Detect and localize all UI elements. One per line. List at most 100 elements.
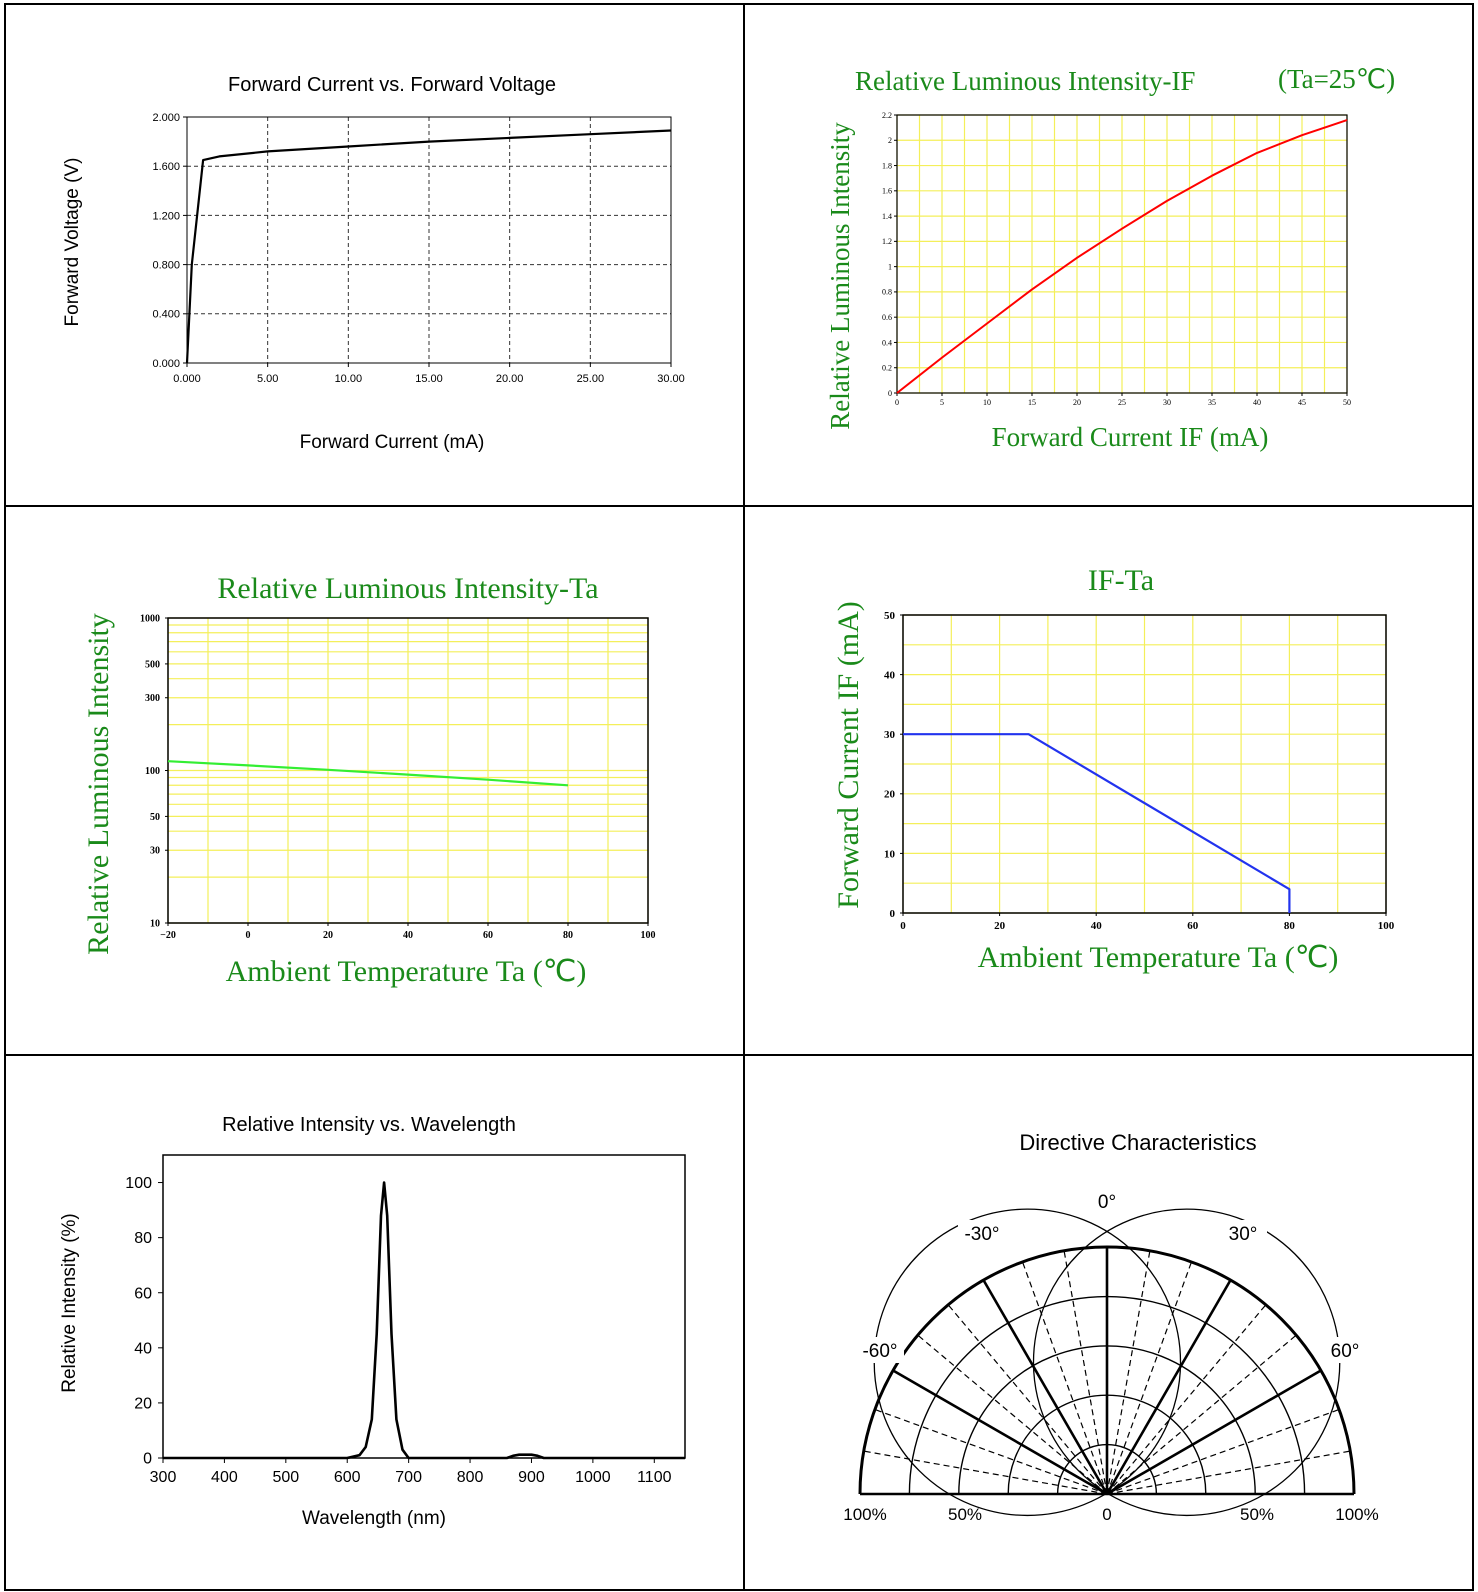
- chart-6-title: Directive Characteristics: [1019, 1130, 1256, 1155]
- chart-5-plot: 300 400 500 600 700 800 900 1000 1100 0 20 40 60 80 10…: [125, 1154, 686, 1486]
- chart-4-plot: 0 20 40 60 80 100 0 10 20 30 40 50: [884, 610, 1395, 932]
- polar-angle-label: -30°: [964, 1224, 999, 1245]
- polar-spoke: [1106, 1250, 1151, 1495]
- chart-1-xtick-label: 15.00: [415, 373, 443, 385]
- polar-radial-label: 0: [1102, 1505, 1111, 1524]
- chart-2-ytick-label: 2: [888, 136, 892, 145]
- chart-4-ytick-label: 10: [884, 848, 896, 860]
- chart-1-ylabel: Forward Voltage (V): [62, 158, 83, 327]
- chart-3-xtick-label: 80: [563, 930, 573, 941]
- chart-5-ytick-label: 100: [125, 1175, 152, 1192]
- chart-2-ytick-label: 0.2: [882, 364, 892, 373]
- chart-5-xlabel: Wavelength (nm): [302, 1508, 446, 1529]
- polar-radial-label: 50%: [948, 1505, 982, 1524]
- chart-1-ytick-label: 1.600: [152, 161, 180, 173]
- chart-5-ytick-label: 40: [134, 1340, 152, 1357]
- chart-3-xtick-label: 0: [246, 930, 251, 941]
- chart-5-xtick-label: 600: [334, 1469, 361, 1486]
- chart-if-ta: IF-Ta Forward Current IF (mA) Ambient Te…: [832, 564, 1395, 974]
- chart-2-ytick-label: 2.2: [882, 111, 892, 120]
- chart-2-xtick-label: 35: [1208, 398, 1216, 407]
- polar-spoke: [1106, 1261, 1193, 1495]
- chart-directive: Directive Characteristics -60° -30° 0° 30° 6…: [843, 1130, 1378, 1524]
- chart-luminous-intensity-ta: Relative Luminous Intensity-Ta Relative …: [82, 572, 656, 988]
- polar-spoke: [1105, 1279, 1232, 1495]
- chart-1-ytick-label: 0.000: [152, 358, 180, 370]
- polar-lobe-right: [1032, 1208, 1341, 1517]
- polar-spoke: [947, 1304, 1108, 1495]
- chart-4-ylabel: Forward Current IF (mA): [832, 601, 865, 908]
- chart-2-xtick-label: 0: [895, 398, 899, 407]
- chart-3-title: Relative Luminous Intensity-Ta: [217, 572, 598, 605]
- chart-2-plot: 0 5 10 15 20 25 30 35 40 45 50 0 0.2 0.4 0.6 0.8 1 1.2 1.4…: [882, 111, 1351, 407]
- polar-angle-label: 0°: [1098, 1192, 1116, 1213]
- chart-2-ytick-label: 0.8: [882, 288, 892, 297]
- chart-3-xtick-label: 40: [403, 930, 413, 941]
- chart-4-xtick-label: 40: [1091, 920, 1103, 932]
- chart-4-ytick-label: 50: [884, 610, 896, 622]
- chart-1-xtick-label: 20.00: [496, 373, 524, 385]
- polar-spoke: [1106, 1369, 1322, 1496]
- chart-5-ytick-label: 60: [134, 1285, 152, 1302]
- polar-angle-label: -60°: [862, 1341, 897, 1362]
- chart-3-ytick-label: 300: [145, 693, 160, 704]
- chart-5-xtick-label: 300: [150, 1469, 177, 1486]
- polar-radial-label: 100%: [843, 1505, 886, 1524]
- chart-1-plot: 0.000 5.00 10.00 15.00 20.00 25.00 30.00 0.000 0…: [152, 112, 684, 385]
- chart-2-ytick-label: 0: [888, 389, 892, 398]
- chart-4-ytick-label: 20: [884, 789, 896, 801]
- chart-2-ytick-label: 1.4: [882, 212, 892, 221]
- chart-4-frame: [902, 614, 1387, 914]
- polar-angle-label-bg: [1219, 1220, 1267, 1246]
- polar-spoke: [1106, 1408, 1340, 1495]
- polar-spoke: [874, 1408, 1108, 1495]
- polar-spoke: [863, 1450, 1108, 1495]
- chart-2-xtick-label: 45: [1298, 398, 1306, 407]
- chart-1-ytick-label: 2.000: [152, 112, 180, 124]
- chart-4-xtick-label: 20: [994, 920, 1006, 932]
- chart-2-ytick-label: 0.4: [882, 338, 892, 347]
- chart-1-xtick-label: 30.00: [657, 373, 685, 385]
- polar-lobe-left: [873, 1208, 1182, 1517]
- chart-5-ytick-label: 20: [134, 1396, 152, 1413]
- chart-3-ytick-label: 10: [150, 919, 160, 930]
- chart-5-title: Relative Intensity vs. Wavelength: [222, 1114, 516, 1136]
- chart-2-ytick-label: 1.8: [882, 161, 892, 170]
- chart-5-ylabel: Relative Intensity (%): [59, 1213, 80, 1393]
- chart-5-xtick-label: 900: [518, 1469, 545, 1486]
- chart-4-xtick-label: 100: [1378, 920, 1395, 932]
- chart-spectrum: Relative Intensity vs. Wavelength Relati…: [59, 1114, 686, 1529]
- chart-2-ylabel: Relative Luminous Intensity: [825, 122, 855, 430]
- chart-4-xlabel: Ambient Temperature Ta (℃): [978, 941, 1339, 974]
- chart-2-title-note: (Ta=25℃): [1278, 64, 1395, 94]
- chart-2-title: Relative Luminous Intensity-IF: [855, 66, 1195, 96]
- chart-4-xtick-label: 0: [900, 920, 906, 932]
- chart-2-xtick-label: 20: [1073, 398, 1081, 407]
- polar-angle-label-bg: [958, 1220, 1006, 1246]
- polar-angle-label: 60°: [1331, 1341, 1360, 1362]
- chart-2-xtick-label: 40: [1253, 398, 1261, 407]
- polar-angle-label-bg: [1083, 1188, 1131, 1214]
- chart-5-xtick-label: 700: [395, 1469, 422, 1486]
- chart-1-ytick-label: 0.800: [152, 259, 180, 271]
- polar-spoke: [1106, 1450, 1351, 1495]
- chart-3-series-line: [167, 760, 569, 787]
- polar-radial-label: 50%: [1240, 1505, 1274, 1524]
- chart-forward-voltage: Forward Current vs. Forward Voltage Forw…: [62, 74, 685, 453]
- chart-1-xlabel: Forward Current (mA): [300, 432, 485, 453]
- chart-1-xtick-label: 10.00: [335, 373, 363, 385]
- polar-angle-label-bg: [1321, 1337, 1369, 1363]
- chart-2-ytick-label: 1: [888, 262, 892, 271]
- chart-2-ytick-label: 1.2: [882, 237, 892, 246]
- chart-4-xtick-label: 60: [1187, 920, 1199, 932]
- chart-1-ytick-label: 0.400: [152, 309, 180, 321]
- chart-2-xlabel: Forward Current IF (mA): [992, 422, 1269, 452]
- polar-spoke: [892, 1369, 1108, 1496]
- chart-4-series-line: [903, 733, 1291, 913]
- chart-5-frame: [162, 1154, 686, 1459]
- chart-3-xtick-label: 100: [641, 930, 656, 941]
- chart-1-xtick-label: 25.00: [577, 373, 605, 385]
- chart-5-ytick-label: 0: [143, 1451, 152, 1468]
- chart-3-ytick-label: 30: [150, 846, 160, 857]
- chart-5-xtick-label: 1000: [575, 1469, 611, 1486]
